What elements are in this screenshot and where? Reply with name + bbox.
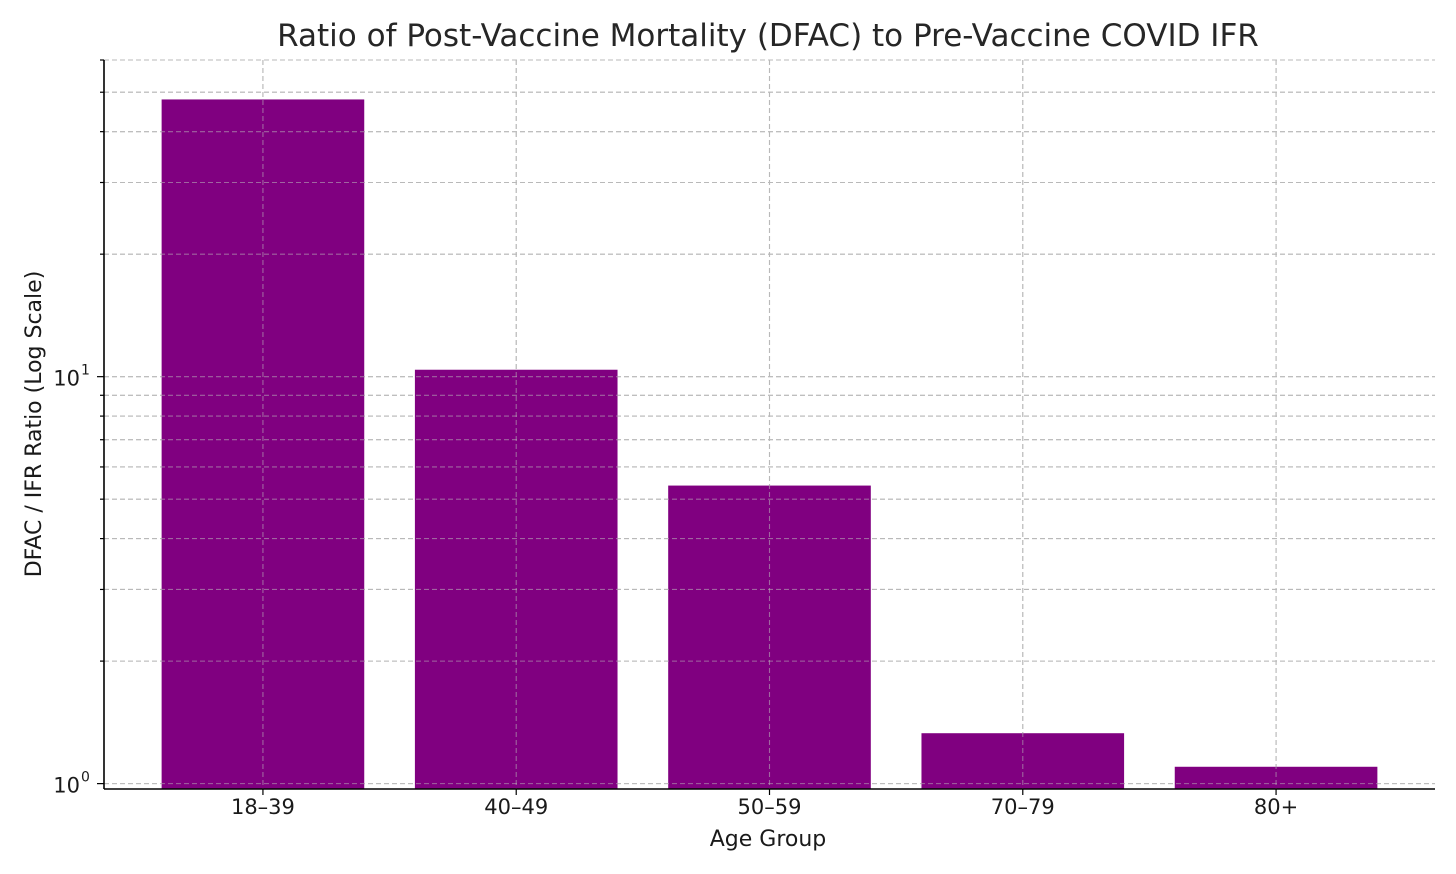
bar xyxy=(1174,766,1378,789)
y-tick-label: 10 xyxy=(53,774,80,798)
x-tick-label: 80+ xyxy=(1254,795,1298,819)
x-axis-label: Age Group xyxy=(710,827,827,852)
x-tick-label: 50–59 xyxy=(738,795,802,819)
x-tick-label: 18–39 xyxy=(231,795,295,819)
y-axis-label: DFAC / IFR Ratio (Log Scale) xyxy=(22,271,47,578)
y-tick-label: 10 xyxy=(53,367,80,391)
chart-title: Ratio of Post-Vaccine Mortality (DFAC) t… xyxy=(277,18,1259,54)
y-tick-exponent: 1 xyxy=(81,363,90,379)
x-tick-label: 70–79 xyxy=(991,795,1055,819)
grid-lines-overlay xyxy=(104,59,1435,789)
y-tick-exponent: 0 xyxy=(81,770,90,786)
x-tick-label: 40–49 xyxy=(484,795,548,819)
